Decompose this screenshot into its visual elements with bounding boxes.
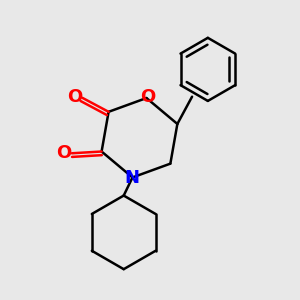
Text: N: N (124, 169, 139, 188)
Text: O: O (140, 88, 155, 106)
Text: O: O (67, 88, 82, 106)
Text: O: O (56, 144, 72, 162)
